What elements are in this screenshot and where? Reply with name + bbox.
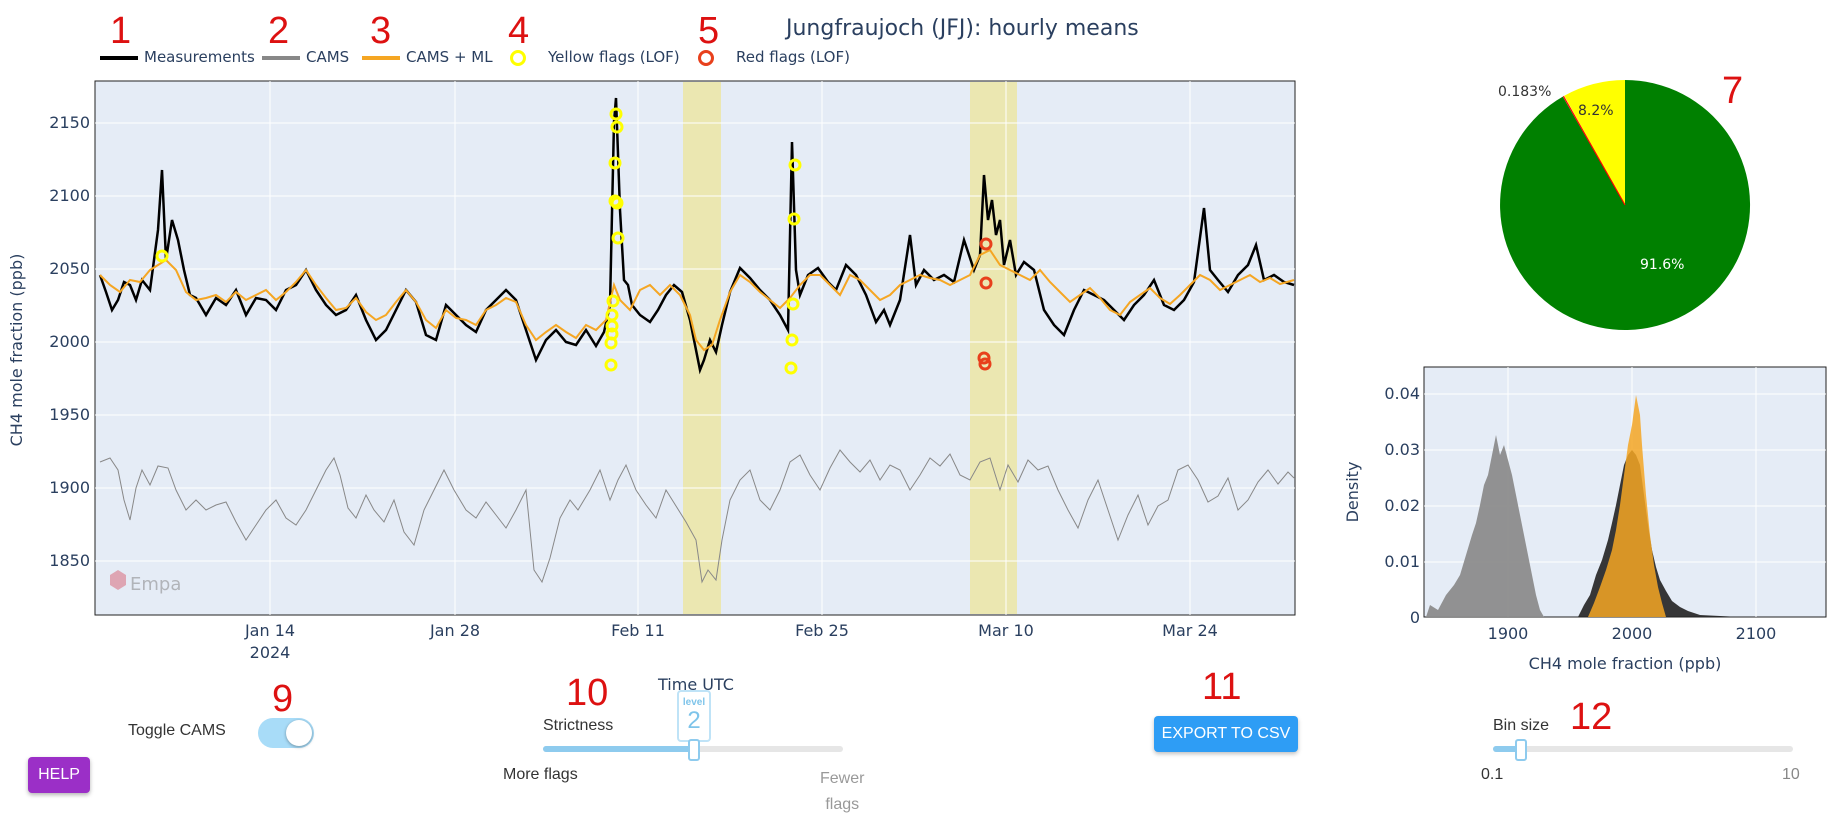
red-circle-icon <box>698 50 714 66</box>
y-axis-ticks: 2150 2100 2050 2000 1950 1900 1850 <box>49 113 90 570</box>
strictness-label: Strictness <box>543 717 613 735</box>
x-tick-label: Jan 14 <box>244 621 295 640</box>
strictness-level-tooltip: level 2 <box>677 690 711 742</box>
y-tick-label: 2050 <box>49 259 90 278</box>
density-histogram[interactable]: 0.04 0.03 0.02 0.01 0 1900 2000 2100 Den… <box>1330 355 1840 685</box>
legend-label: CAMS <box>306 48 349 66</box>
legend-label: Measurements <box>144 48 255 66</box>
hist-y-tick-label: 0.02 <box>1384 496 1420 515</box>
fewer-flags-line-1: Fewer <box>820 766 864 792</box>
annotation-2: 2 <box>268 12 289 50</box>
legend-line-icon <box>100 56 138 60</box>
legend-yellow-flags[interactable]: Yellow flags (LOF) <box>510 48 680 66</box>
strictness-slider-fill <box>543 746 693 752</box>
pie-label-yellow: 8.2% <box>1578 103 1614 119</box>
flag-pie-chart[interactable]: 0.183% 8.2% 91.6% <box>1490 70 1770 340</box>
annotation-12: 12 <box>1570 698 1612 736</box>
bin-size-slider-track[interactable] <box>1493 746 1793 752</box>
watermark-text: Empa <box>130 574 181 595</box>
y-tick-label: 1950 <box>49 405 90 424</box>
hist-y-tick-label: 0.03 <box>1384 440 1420 459</box>
chart-title: Jungfraujoch (JFJ): hourly means <box>786 16 1139 41</box>
export-csv-button[interactable]: EXPORT TO CSV <box>1154 716 1298 752</box>
x-tick-label: Mar 10 <box>978 621 1034 640</box>
y-tick-label: 1900 <box>49 478 90 497</box>
level-value: 2 <box>679 708 709 734</box>
pie-slice-green[interactable] <box>1500 80 1750 330</box>
legend-measurements[interactable]: Measurements <box>100 48 255 66</box>
x-tick-label: Feb 11 <box>611 621 665 640</box>
x-axis-ticks: Jan 14 2024 Jan 28 Feb 11 Feb 25 Mar 10 … <box>244 621 1218 662</box>
flag-band-mar <box>970 82 1017 614</box>
legend-line-icon <box>362 56 400 60</box>
hist-y-tick-label: 0.01 <box>1384 552 1420 571</box>
strictness-slider-handle[interactable] <box>688 739 700 761</box>
fewer-flags-label: Fewer flags <box>820 766 864 818</box>
hist-x-axis-title: CH4 mole fraction (ppb) <box>1529 654 1722 673</box>
x-tick-label: Jan 28 <box>429 621 480 640</box>
x-tick-label: Feb 25 <box>795 621 849 640</box>
histogram-y-ticks: 0.04 0.03 0.02 0.01 0 <box>1384 384 1420 627</box>
annotation-1: 1 <box>110 12 131 50</box>
legend-label: Red flags (LOF) <box>736 48 850 66</box>
main-timeseries-chart[interactable]: Empa 2150 2100 2050 2000 1950 1900 1850 … <box>0 70 1320 695</box>
toggle-cams-switch[interactable] <box>258 718 314 748</box>
pie-label-red: 0.183% <box>1498 84 1551 100</box>
hist-y-tick-label: 0 <box>1410 608 1420 627</box>
histogram-x-ticks: 1900 2000 2100 <box>1488 624 1777 643</box>
hist-x-tick-label: 2000 <box>1612 624 1653 643</box>
legend-label: CAMS + ML <box>406 48 493 66</box>
yellow-circle-icon <box>510 50 526 66</box>
hist-y-axis-title: Density <box>1343 462 1362 523</box>
legend-cams-ml[interactable]: CAMS + ML <box>362 48 493 66</box>
y-axis-title: CH4 mole fraction (ppb) <box>7 254 26 447</box>
x-tick-label: Mar 24 <box>1162 621 1218 640</box>
y-tick-label: 2000 <box>49 332 90 351</box>
annotation-3: 3 <box>370 12 391 50</box>
toggle-knob[interactable] <box>286 720 312 746</box>
y-tick-label: 2100 <box>49 186 90 205</box>
annotation-4: 4 <box>508 12 529 50</box>
y-tick-label: 2150 <box>49 113 90 132</box>
legend-label: Yellow flags (LOF) <box>548 48 680 66</box>
more-flags-label: More flags <box>503 766 578 784</box>
x-tick-sublabel: 2024 <box>250 643 291 662</box>
hist-y-tick-label: 0.04 <box>1384 384 1420 403</box>
help-button[interactable]: HELP <box>28 757 90 793</box>
toggle-cams-label: Toggle CAMS <box>128 722 226 740</box>
hist-x-tick-label: 1900 <box>1488 624 1529 643</box>
pie-label-green: 91.6% <box>1640 257 1684 273</box>
bin-max-label: 10 <box>1782 766 1800 784</box>
legend-red-flags[interactable]: Red flags (LOF) <box>698 48 850 66</box>
y-tick-label: 1850 <box>49 551 90 570</box>
legend-line-icon <box>262 56 300 60</box>
annotation-5: 5 <box>698 12 719 50</box>
fewer-flags-line-2: flags <box>820 792 864 818</box>
hist-x-tick-label: 2100 <box>1736 624 1777 643</box>
legend-cams[interactable]: CAMS <box>262 48 349 66</box>
bin-size-label: Bin size <box>1493 717 1549 735</box>
bin-min-label: 0.1 <box>1481 766 1503 784</box>
bin-size-slider-handle[interactable] <box>1515 739 1527 761</box>
